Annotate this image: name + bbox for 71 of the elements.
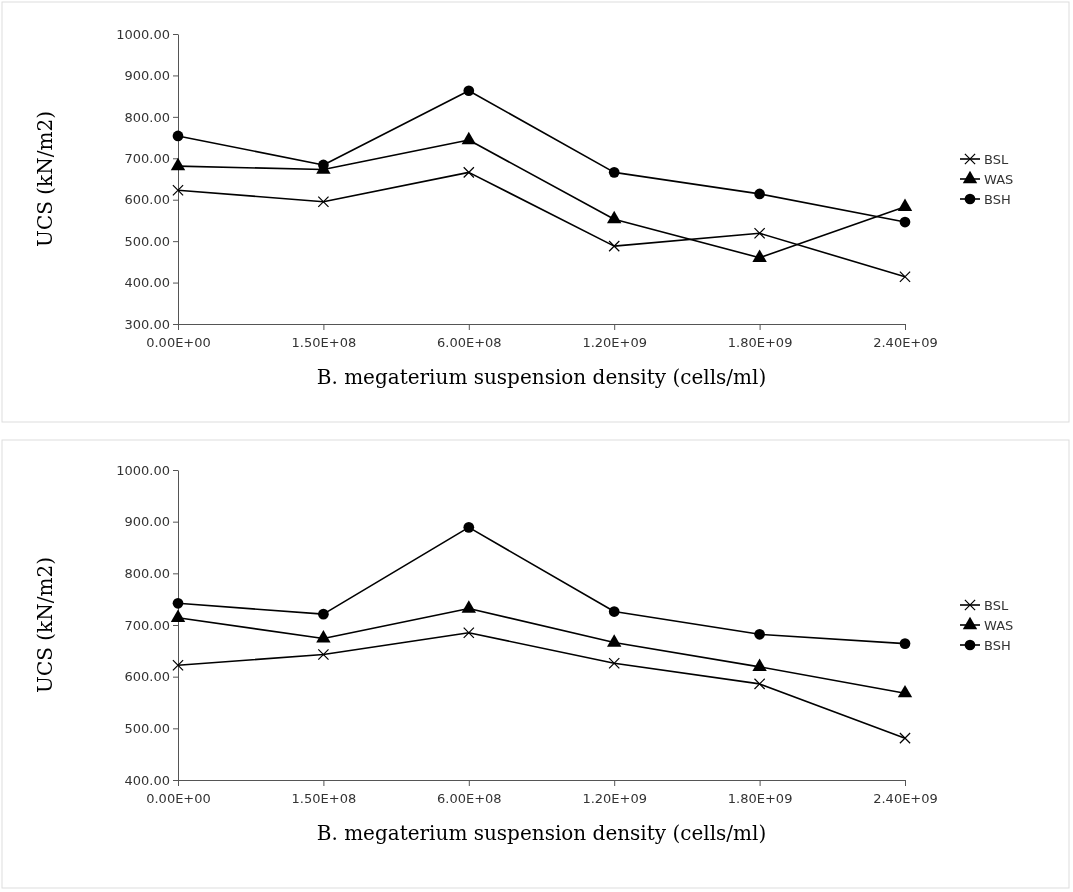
- point: [897, 684, 913, 698]
- x-tick-label: 1.80E+09: [727, 791, 793, 807]
- y-axis-title: UCS (kN/m2): [33, 111, 57, 247]
- y-tick-label: 500.00: [124, 720, 170, 736]
- point: [170, 157, 186, 171]
- point: [317, 196, 330, 208]
- y-tick-label: 400.00: [124, 772, 170, 788]
- y-tick-label: 400.00: [124, 275, 170, 291]
- x-tick-label: 1.50E+08: [291, 791, 357, 807]
- x-tick-label: 2.40E+09: [873, 791, 938, 807]
- x-tick-label: 1.80E+09: [727, 335, 793, 351]
- point: [897, 198, 913, 211]
- point: [318, 608, 329, 620]
- y-tick-label: 1000.00: [116, 26, 170, 42]
- y-tick-label: 1000.00: [116, 462, 170, 478]
- point: [754, 628, 765, 640]
- point: [461, 131, 477, 145]
- legend-label: BSL: [984, 151, 1009, 167]
- point: [317, 648, 330, 661]
- point: [172, 659, 184, 672]
- point: [170, 609, 186, 622]
- point: [608, 240, 620, 252]
- point: [899, 216, 911, 228]
- y-tick-label: 700.00: [124, 617, 170, 633]
- point: [606, 634, 622, 647]
- x-axis-title: B. megaterium suspension density (cells/ml): [316, 365, 767, 389]
- point: [463, 627, 475, 639]
- x-tick-label: 0.00E+00: [146, 335, 211, 351]
- x-tick-label: 6.00E+08: [437, 335, 502, 351]
- point: [899, 271, 911, 283]
- point: [461, 600, 477, 613]
- point: [753, 227, 766, 239]
- y-tick-label: 500.00: [124, 233, 170, 249]
- x-axis-title: B. megaterium suspension density (cells/ml): [316, 821, 767, 845]
- point: [172, 184, 184, 196]
- point: [754, 188, 765, 200]
- point: [316, 630, 331, 643]
- point: [752, 249, 767, 262]
- point: [608, 657, 620, 669]
- x-tick-label: 0.00E+00: [146, 791, 211, 807]
- y-axis-title: UCS (kN/m2): [33, 557, 57, 693]
- point: [899, 732, 911, 744]
- point: [172, 597, 184, 609]
- x-tick-label: 1.20E+09: [582, 335, 647, 351]
- y-tick-label: 800.00: [124, 109, 170, 125]
- point: [172, 130, 184, 142]
- legend-label: BSH: [984, 191, 1011, 207]
- y-tick-label: 900.00: [124, 514, 170, 530]
- y-tick-label: 900.00: [124, 68, 170, 84]
- x-tick-label: 1.50E+08: [291, 335, 357, 351]
- point: [752, 658, 767, 672]
- point: [753, 678, 766, 690]
- point: [899, 638, 911, 649]
- point: [608, 606, 620, 617]
- point: [606, 210, 622, 224]
- y-tick-label: 800.00: [124, 565, 170, 581]
- y-tick-label: 300.00: [124, 316, 170, 332]
- x-tick-label: 6.00E+08: [437, 791, 502, 807]
- legend-label: BSH: [984, 637, 1011, 653]
- x-tick-label: 2.40E+09: [873, 335, 938, 351]
- point: [463, 85, 475, 97]
- legend-label: WAS: [984, 617, 1014, 633]
- point: [463, 522, 475, 533]
- point: [608, 167, 620, 178]
- y-tick-label: 600.00: [124, 192, 170, 208]
- x-tick-label: 1.20E+09: [582, 791, 647, 807]
- point: [463, 166, 475, 179]
- y-tick-label: 700.00: [124, 150, 170, 166]
- legend-label: BSL: [984, 597, 1009, 613]
- legend-label: WAS: [984, 171, 1014, 187]
- y-tick-label: 600.00: [124, 669, 170, 685]
